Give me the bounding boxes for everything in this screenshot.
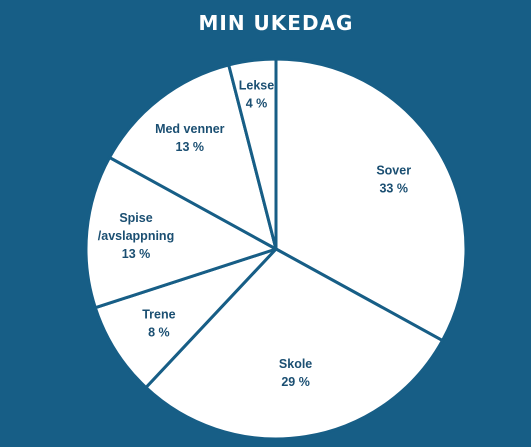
pie-slice-4 <box>108 63 278 251</box>
pie-slice-0 <box>274 57 468 343</box>
pie-value-label: 13 % <box>122 247 151 261</box>
pie-value-label: 29 % <box>281 375 310 389</box>
pie-label-0: Sover 33 % <box>376 163 411 195</box>
pie-slice-3 <box>84 155 278 310</box>
pie-label-3: Spise/avslappning 13 % <box>98 211 174 261</box>
pie-value-label: 33 % <box>379 181 408 195</box>
pie-category-label: Skole <box>279 357 312 371</box>
pie-category-label: Sover <box>376 163 411 177</box>
pie-label-4: Med venner 13 % <box>155 122 225 154</box>
pie-category-label: Med venner <box>155 122 225 136</box>
pie-label-1: Skole 29 % <box>279 357 312 389</box>
chart-title: MIN UKEDAG <box>199 11 354 35</box>
pie-label-2: Trene 8 % <box>142 307 175 339</box>
pie-category-label: /avslappning <box>98 229 174 243</box>
pie-category-label: Trene <box>142 307 175 321</box>
pie-slice-1 <box>144 247 444 441</box>
pie-value-label: 4 % <box>246 96 268 110</box>
pie-value-label: 13 % <box>176 140 205 154</box>
pie-labels: Sover 33 % Skole 29 % Trene 8 % Spise/avslappn… <box>98 78 411 389</box>
pie-slices <box>84 57 468 441</box>
pie-category-label: Spise <box>119 211 152 225</box>
pie-category-label: Lekse <box>239 78 274 92</box>
pie-value-label: 8 % <box>148 325 170 339</box>
pie-slice-5 <box>227 57 278 251</box>
pie-slice-2 <box>93 247 278 389</box>
pie-label-5: Lekse 4 % <box>239 78 274 110</box>
